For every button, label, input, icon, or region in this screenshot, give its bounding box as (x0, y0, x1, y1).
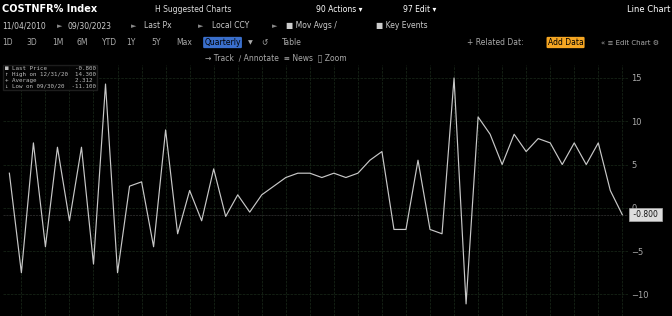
Text: Local CCY: Local CCY (212, 21, 249, 31)
Text: ■ Last Price        -0.800
↑ High on 12/31/20  14.300
+ Average           2.312
: ■ Last Price -0.800 ↑ High on 12/31/20 1… (5, 66, 95, 89)
Text: -0.800: -0.800 (631, 210, 660, 219)
Text: 1Y: 1Y (126, 38, 136, 47)
Text: ▼: ▼ (248, 40, 253, 45)
Text: 5Y: 5Y (151, 38, 161, 47)
Text: ►: ► (57, 23, 62, 29)
Text: 3D: 3D (27, 38, 38, 47)
Text: COSTNFR% Index: COSTNFR% Index (2, 4, 97, 14)
Text: Max: Max (176, 38, 192, 47)
Text: Table: Table (282, 38, 302, 47)
Text: 6M: 6M (77, 38, 88, 47)
Text: YTD: YTD (101, 38, 117, 47)
Text: « ≡ Edit Chart ⚙: « ≡ Edit Chart ⚙ (601, 40, 659, 46)
Text: 1M: 1M (52, 38, 63, 47)
Text: Line Chart: Line Chart (626, 4, 670, 14)
Text: ■ Mov Avgs /: ■ Mov Avgs / (286, 21, 337, 31)
Text: Last Px: Last Px (144, 21, 172, 31)
Text: 1D: 1D (2, 38, 13, 47)
Text: H Suggested Charts: H Suggested Charts (155, 4, 231, 14)
Text: ■ Key Events: ■ Key Events (376, 21, 428, 31)
Text: → Track  ∕ Annotate  ≡ News  🔍 Zoom: → Track ∕ Annotate ≡ News 🔍 Zoom (205, 53, 347, 63)
Text: ↺: ↺ (261, 38, 267, 47)
Text: 09/30/2023: 09/30/2023 (67, 21, 111, 31)
Text: + Related Dat:: + Related Dat: (467, 38, 523, 47)
Text: ►: ► (198, 23, 204, 29)
Text: 97 Edit ▾: 97 Edit ▾ (403, 4, 437, 14)
Text: ►: ► (272, 23, 278, 29)
Text: 11/04/2010: 11/04/2010 (2, 21, 46, 31)
Text: Quarterly: Quarterly (204, 38, 241, 47)
Text: ►: ► (131, 23, 136, 29)
Text: 90 Actions ▾: 90 Actions ▾ (316, 4, 362, 14)
Text: Add Data: Add Data (548, 38, 583, 47)
